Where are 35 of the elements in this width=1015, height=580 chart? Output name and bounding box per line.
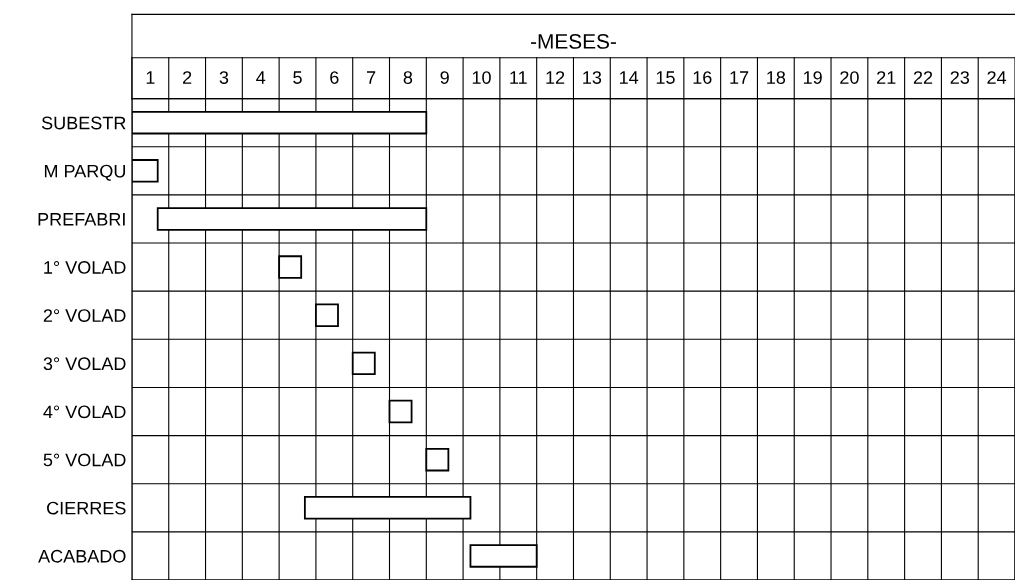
x-tick-label: 19: [803, 71, 822, 84]
x-tick-label: 15: [656, 71, 675, 84]
y-tick-label: SUBESTR: [41, 116, 126, 130]
x-tick-label: 13: [583, 71, 602, 84]
x-tick-label: 24: [987, 71, 1007, 84]
x-tick-label: 23: [950, 71, 970, 84]
x-tick-label: 20: [840, 71, 859, 84]
x-tick-label: 6: [330, 71, 339, 84]
x-tick-label: 12: [546, 71, 565, 84]
x-tick-label: 16: [693, 71, 712, 84]
y-tick-label: PREFABRI: [38, 213, 125, 226]
x-tick-label: 14: [620, 71, 639, 84]
y-tick-label: 5° VOLAD: [43, 453, 126, 467]
x-tick-label: 9: [440, 71, 449, 84]
x-tick-label: 8: [403, 71, 413, 84]
y-tick-label: 3° VOLAD: [43, 357, 126, 371]
x-tick-label: 10: [472, 71, 491, 84]
x-tick-label: 5: [293, 71, 302, 84]
x-tick-label: 21: [877, 71, 896, 84]
chart-title: -MESES-: [530, 34, 616, 49]
x-tick-label: 3: [219, 71, 229, 84]
x-tick-label: 4: [256, 71, 266, 84]
x-tick-label: 7: [367, 71, 376, 84]
x-tick-label: 18: [767, 71, 786, 84]
y-tick-label: CIERRES: [47, 501, 126, 515]
y-tick-label: M PARQU: [44, 164, 125, 181]
x-tick-label: 1: [146, 71, 155, 84]
x-tick-label: 11: [510, 71, 527, 84]
y-tick-label: 1° VOLAD: [44, 261, 126, 274]
y-tick-label: 2° VOLAD: [43, 309, 126, 322]
y-tick-label: ACABADO: [38, 549, 126, 563]
y-tick-label: 4° VOLAD: [43, 405, 126, 419]
x-tick-label: 17: [730, 71, 749, 84]
x-tick-label: 2: [183, 71, 192, 84]
x-tick-label: 22: [913, 71, 933, 84]
